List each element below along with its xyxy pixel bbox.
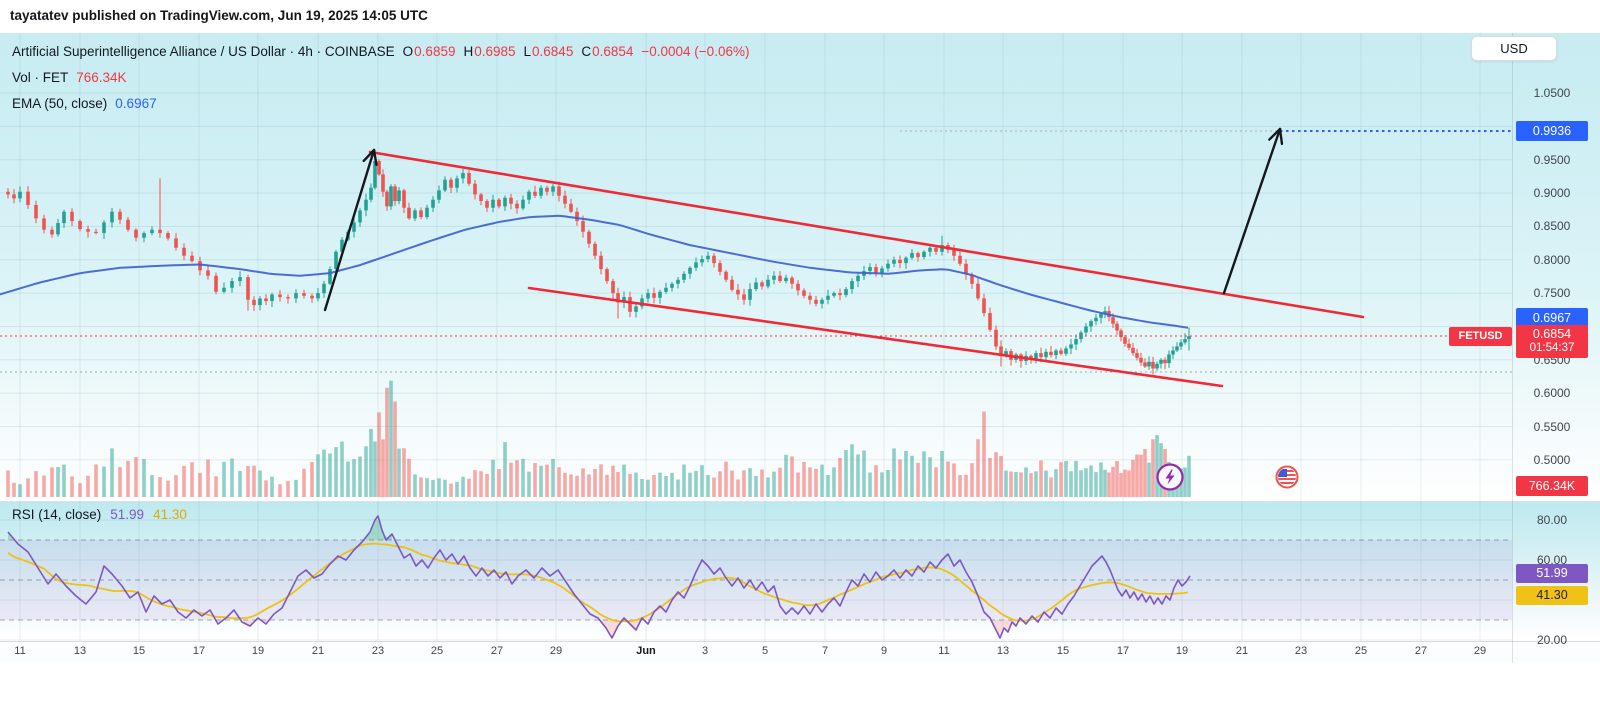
symbol-title-row: Artificial Superintelligence Alliance / … — [12, 38, 749, 64]
rsi-pane — [7, 515, 1191, 639]
rsi-axis-label: 20.00 — [1536, 633, 1568, 647]
price-axis-label: 0.5000 — [1533, 453, 1571, 467]
time-axis-label: 5 — [761, 645, 769, 657]
time-axis-label: 13 — [73, 645, 87, 657]
attribution-text: tayatatev published on TradingView.com, … — [10, 8, 428, 23]
price-axis-label: 0.9000 — [1533, 186, 1571, 200]
volume-label[interactable]: Vol · FET — [12, 69, 69, 85]
close-value: C 0.6854 — [581, 43, 634, 59]
symbol-price-label: FETUSD — [1449, 327, 1512, 346]
time-axis-label: 23 — [1294, 645, 1308, 657]
time-axis-label: 13 — [996, 645, 1010, 657]
change-value: −0.0004 (−0.06%) — [641, 43, 750, 59]
time-axis-label: 15 — [1056, 645, 1070, 657]
last-price-value: 0.6854 — [1532, 327, 1572, 341]
rsi-pane-background — [0, 502, 1600, 641]
rsi-legend: RSI (14, close) 51.99 41.30 — [12, 507, 187, 522]
time-axis-label: 17 — [1116, 645, 1130, 657]
pane-separator[interactable] — [0, 501, 1600, 502]
price-axis-label: 0.6000 — [1533, 386, 1571, 400]
time-axis-label: Jun — [636, 645, 656, 657]
open-value: O 0.6859 — [402, 43, 456, 59]
time-axis-label: 21 — [311, 645, 325, 657]
price-axis-label: 0.7500 — [1533, 286, 1571, 300]
time-axis-label: 29 — [1473, 645, 1487, 657]
time-axis-label: 21 — [1235, 645, 1249, 657]
time-axis-background[interactable] — [0, 641, 1600, 663]
price-axis-label: 0.5500 — [1533, 420, 1571, 434]
rsi-value-badge: 51.99 — [1516, 564, 1588, 583]
time-axis-label: 15 — [132, 645, 146, 657]
currency-toggle-button[interactable]: USD — [1471, 36, 1557, 61]
ema-label[interactable]: EMA (50, close) — [12, 95, 108, 111]
time-axis-label: 27 — [1414, 645, 1428, 657]
time-axis-label: 27 — [490, 645, 504, 657]
high-value: H 0.6985 — [463, 43, 516, 59]
lightning-idea-icon[interactable] — [1155, 462, 1185, 492]
rsi-ma-value: 41.30 — [153, 507, 187, 522]
last-price-badge: 0.6854 01:54:37 — [1516, 325, 1588, 358]
time-axis-label: 23 — [371, 645, 385, 657]
low-value: L 0.6845 — [523, 43, 574, 59]
price-axis-label: 0.8000 — [1533, 253, 1571, 267]
time-axis-label: 11 — [938, 645, 950, 657]
rsi-axis-label: 60.00 — [1536, 553, 1568, 567]
price-axis-divider[interactable] — [1512, 33, 1513, 663]
rsi-ma-badge: 41.30 — [1516, 586, 1588, 605]
time-axis-label: 17 — [192, 645, 206, 657]
price-axis-label: 0.8500 — [1533, 219, 1571, 233]
time-axis-label: 19 — [251, 645, 265, 657]
symbol-legend: Artificial Superintelligence Alliance / … — [12, 38, 749, 116]
volume-value: 766.34K — [76, 69, 127, 85]
price-axis-label: 0.9500 — [1533, 153, 1571, 167]
attribution-bar: tayatatev published on TradingView.com, … — [0, 0, 1600, 33]
time-axis-label: 11 — [14, 645, 26, 657]
time-axis-label: 19 — [1175, 645, 1189, 657]
price-axis-label: 1.0500 — [1533, 86, 1571, 100]
time-axis-label: 25 — [1354, 645, 1368, 657]
ema-value-badge: 0.6967 — [1516, 308, 1588, 328]
time-axis-label: 3 — [701, 645, 709, 657]
volume-badge: 766.34K — [1516, 476, 1588, 496]
time-axis-label: 7 — [821, 645, 829, 657]
ema-row: EMA (50, close) 0.6967 — [12, 90, 749, 116]
time-axis-label: 9 — [880, 645, 888, 657]
footer-bar: TradingView — [0, 663, 1600, 719]
rsi-label[interactable]: RSI (14, close) — [12, 507, 102, 522]
time-axis-label: 29 — [549, 645, 563, 657]
rsi-value: 51.99 — [110, 507, 145, 522]
price-pane — [0, 127, 1512, 497]
symbol-title[interactable]: Artificial Superintelligence Alliance / … — [12, 43, 395, 59]
target-price-badge: 0.9936 — [1516, 121, 1588, 141]
rsi-axis-label: 80.00 — [1536, 513, 1568, 527]
us-flag-event-icon[interactable] — [1274, 464, 1300, 490]
time-axis-label: 25 — [430, 645, 444, 657]
volume-row: Vol · FET 766.34K — [12, 64, 749, 90]
bar-countdown: 01:54:37 — [1529, 342, 1575, 354]
ema-value: 0.6967 — [115, 95, 157, 111]
